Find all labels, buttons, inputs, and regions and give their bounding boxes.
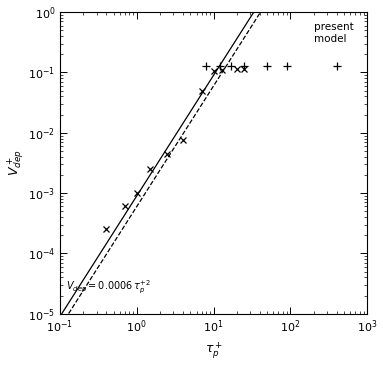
Text: present
model: present model [314,22,353,44]
X-axis label: $\tau_p^+$: $\tau_p^+$ [205,341,223,361]
Text: $V_{dep} = 0.0006\,\tau_p^{+2}$: $V_{dep} = 0.0006\,\tau_p^{+2}$ [66,278,151,296]
Y-axis label: $V_{dep}^+$: $V_{dep}^+$ [6,150,26,176]
